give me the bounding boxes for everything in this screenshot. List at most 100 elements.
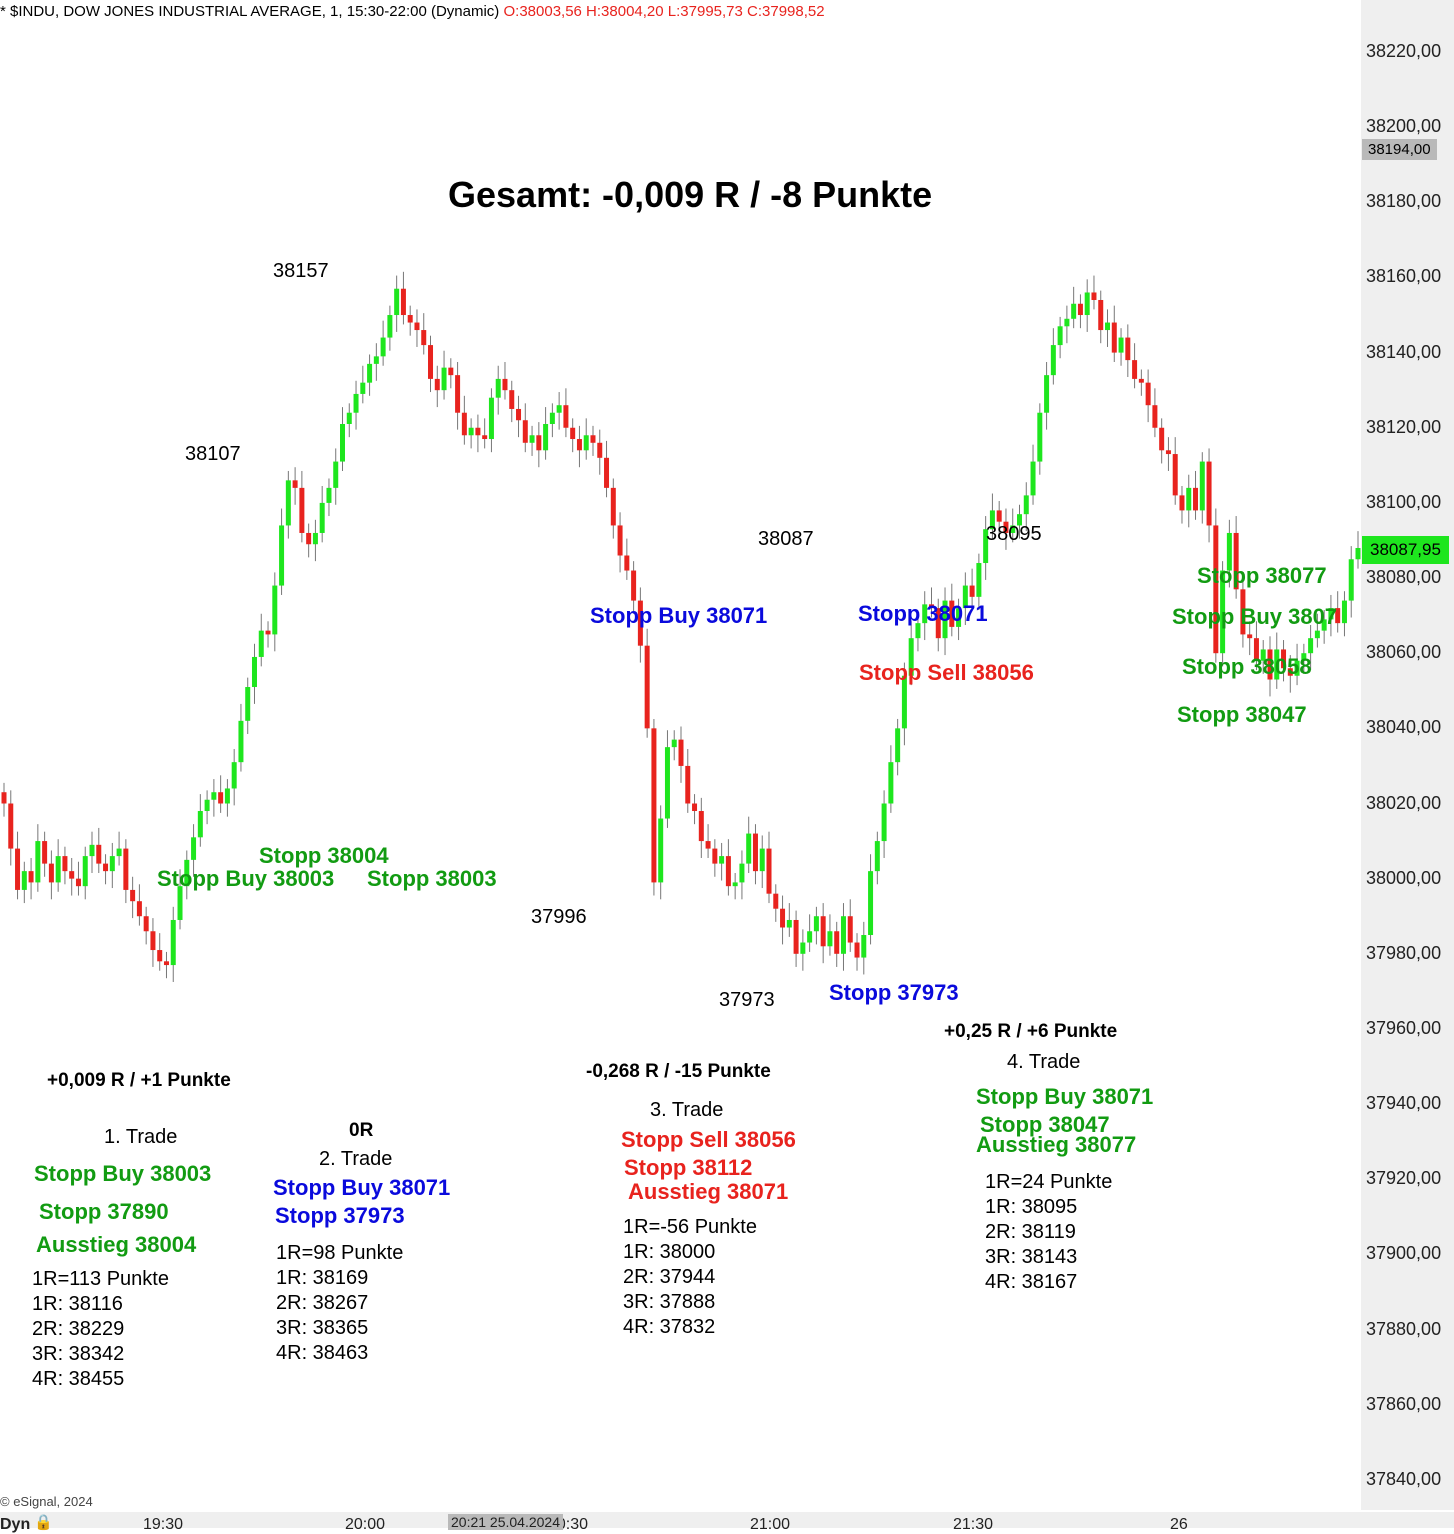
trade3-r-line: 4R: 37832 (623, 1316, 716, 1338)
trade2-stopp: Stopp 37973 (275, 1203, 405, 1228)
trade2-r-line: 3R: 38365 (276, 1317, 369, 1339)
time-tick: 21:30 (953, 1516, 994, 1533)
candle-down (1267, 649, 1273, 680)
candle-down (685, 765, 691, 804)
candle-up (319, 502, 325, 533)
candle-up (1321, 619, 1327, 631)
candle-down (1240, 589, 1246, 635)
candle-up (915, 623, 921, 639)
candle-up (1260, 649, 1266, 661)
candle-up (888, 762, 894, 804)
candle-down (1111, 322, 1117, 353)
candle-up (976, 563, 982, 597)
candle-down (637, 600, 643, 646)
ohlc-values: O:38003,56 H:38004,20 L:37995,73 C:37998… (503, 3, 825, 20)
candle-down (1003, 521, 1009, 533)
trade2-result: 0R (349, 1120, 374, 1141)
candle-down (935, 608, 941, 639)
candle-up (1274, 649, 1280, 680)
stop-sell-annotation: Stopp Sell 38056 (859, 660, 1034, 685)
candle-up (380, 337, 386, 357)
trade4-r-line: 4R: 38167 (985, 1271, 1078, 1293)
trade2-r-line: 2R: 38267 (276, 1292, 369, 1314)
price-tick: 38140,00 (1366, 341, 1442, 362)
candle-down (1253, 638, 1259, 661)
trade2-r-line: 4R: 38463 (276, 1342, 369, 1364)
candle-down (536, 435, 542, 451)
candle-down (766, 848, 772, 894)
candle-up (394, 288, 400, 316)
pivot-label: 38107 (185, 443, 241, 465)
candle-up (942, 600, 948, 639)
candle-down (28, 871, 34, 883)
trade3-stopp: Stopp 38112 (624, 1155, 753, 1180)
candle-up (1199, 461, 1205, 511)
candle-down (773, 893, 779, 909)
price-marker-grey: 38194,00 (1362, 139, 1437, 160)
candle-down (610, 487, 616, 526)
candle-up (21, 871, 27, 890)
stop-annotation: Stopp 38058 (1182, 654, 1312, 679)
candle-up (881, 803, 887, 842)
candle-down (292, 480, 298, 488)
candle-down (576, 439, 582, 451)
candle-up (1010, 525, 1016, 533)
candle-up (191, 837, 197, 860)
time-axis[interactable] (0, 1512, 1454, 1528)
symbol-info: * $INDU, DOW JONES INDUSTRIAL AVERAGE, 1… (0, 3, 500, 20)
candle-down (42, 841, 48, 864)
candle-down (69, 871, 75, 879)
candle-down (705, 841, 711, 849)
stop-annotation: Stopp 38004 (259, 843, 389, 868)
stop-buy-annotation: Stopp Buy 38003 (157, 866, 335, 891)
candle-down (1281, 649, 1287, 669)
candle-up (1057, 326, 1063, 346)
time-axis-mode[interactable]: Dyn (0, 1516, 31, 1533)
candle-down (725, 856, 731, 887)
pivot-label: 38095 (986, 523, 1042, 545)
price-axis[interactable] (1361, 0, 1454, 1510)
pivot-label: 38087 (758, 528, 814, 550)
candle-down (150, 931, 156, 951)
price-marker-current: 38087,95 (1362, 536, 1449, 564)
trade4-result: +0,25 R / +6 Punkte (944, 1021, 1118, 1042)
price-tick: 38060,00 (1366, 642, 1442, 663)
candle-up (543, 423, 549, 451)
candle-down (996, 510, 1002, 522)
candle-up (245, 687, 251, 721)
candle-up (895, 728, 901, 763)
candle-up (813, 916, 819, 932)
chart-header: * $INDU, DOW JONES INDUSTRIAL AVERAGE, 1… (0, 3, 825, 20)
trade4-name: 4. Trade (1007, 1051, 1081, 1073)
trade1-stopp: Stopp 37890 (39, 1199, 169, 1224)
candle-up (989, 510, 995, 530)
candle-up (1084, 292, 1090, 316)
candle-down (1, 792, 7, 804)
candle-up (346, 412, 352, 424)
candle-down (678, 739, 684, 766)
time-tick: 19:30 (143, 1516, 184, 1533)
candle-down (407, 315, 413, 323)
candle-down (1138, 378, 1144, 383)
candle-up (495, 378, 501, 398)
trade3-exit: Ausstieg 38071 (628, 1179, 789, 1204)
candle-up (367, 363, 373, 383)
candle-up (1314, 630, 1320, 639)
candle-up (1348, 559, 1354, 601)
price-tick: 37940,00 (1366, 1093, 1442, 1114)
trade4-buy: Stopp Buy 38071 (976, 1084, 1154, 1109)
price-tick: 38160,00 (1366, 266, 1442, 287)
candle-up (251, 656, 257, 688)
candle-up (556, 405, 562, 413)
candle-down (15, 848, 21, 890)
trade3-result: -0,268 R / -15 Punkte (586, 1061, 771, 1082)
lock-icon[interactable]: 🔒 (34, 1514, 53, 1531)
candle-down (1152, 405, 1158, 428)
candle-down (1132, 360, 1138, 379)
candle-down (847, 916, 853, 943)
candle-up (333, 461, 339, 488)
candle-down (157, 950, 163, 962)
time-tick: 21:00 (750, 1516, 791, 1533)
candle-up (861, 935, 867, 958)
candle-up (1118, 337, 1124, 353)
